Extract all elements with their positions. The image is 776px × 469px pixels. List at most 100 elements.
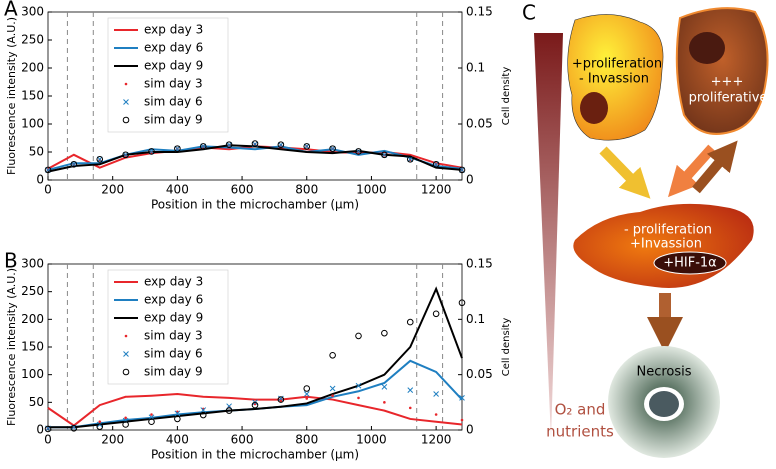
marker-circle: [303, 385, 311, 392]
marker-circle: [70, 425, 78, 432]
y2-tick-label: 0.1: [466, 312, 485, 326]
marker-dot: [357, 396, 360, 400]
marker-circle: [199, 143, 207, 150]
gradient-label: nutrients: [546, 423, 614, 441]
y-tick-label: 50: [29, 145, 44, 159]
legend-box: [107, 269, 229, 385]
legend-label: exp day 9: [144, 311, 203, 325]
y-tick-label: 100: [21, 367, 44, 381]
marker-circle: [406, 318, 414, 326]
marker-dot: [305, 397, 309, 400]
marker-circle: [70, 161, 78, 168]
marker-circle: [329, 145, 336, 152]
marker-dot: [124, 416, 127, 420]
y-tick-label: 0: [36, 423, 44, 437]
y2-tick-label: 0.05: [466, 367, 493, 381]
marker-circle: [225, 407, 233, 414]
legend-label: sim day 3: [144, 329, 203, 343]
arrow: [667, 144, 716, 198]
marker-dot: [124, 334, 128, 338]
y-tick-label: 50: [29, 395, 44, 409]
y-tick-label: 100: [21, 117, 44, 131]
y-tick-label: 300: [21, 257, 44, 271]
legend-label: exp day 9: [144, 59, 203, 73]
marker-x: [123, 351, 129, 357]
marker-dot: [124, 82, 128, 86]
marker-x: [303, 143, 310, 150]
cell-text: +HIF-1α: [663, 256, 717, 271]
marker-x: [381, 383, 388, 390]
x-tick-label: 400: [166, 433, 189, 447]
marker-x: [96, 156, 103, 163]
x-tick-label: 800: [295, 183, 318, 197]
marker-x: [200, 407, 207, 413]
marker-x: [45, 167, 51, 173]
marker-x: [123, 99, 129, 105]
y2-tick-label: 0.05: [466, 117, 493, 131]
y-tick-label: 250: [21, 33, 44, 47]
marker-circle: [355, 148, 362, 155]
x-tick-label: 1000: [356, 433, 387, 447]
marker-x: [381, 151, 388, 158]
legend-label: sim day 6: [144, 95, 203, 109]
marker-x: [226, 141, 232, 148]
marker-x: [329, 145, 336, 152]
marker-circle: [458, 166, 466, 174]
x-tick-label: 1000: [356, 183, 387, 197]
x-tick-label: 0: [44, 433, 52, 447]
marker-x: [174, 410, 181, 417]
x-tick-label: 400: [166, 183, 189, 197]
marker-dot: [150, 413, 153, 416]
marker-circle: [277, 396, 285, 403]
marker-x: [355, 382, 362, 389]
y-tick-label: 150: [21, 89, 44, 103]
gradient-triangle: [534, 33, 563, 440]
y2-tick-label: 0: [466, 173, 474, 187]
marker-x: [96, 421, 103, 428]
marker-circle: [381, 329, 388, 337]
marker-x: [459, 167, 465, 173]
marker-circle: [199, 411, 207, 419]
y2-axis-label: Cell density: [501, 67, 512, 126]
marker-circle: [251, 140, 259, 147]
marker-x: [200, 143, 207, 150]
x-tick-label: 1200: [421, 433, 452, 447]
marker-dot: [98, 420, 102, 424]
y2-tick-label: 0.15: [466, 257, 493, 271]
marker-dot: [383, 401, 386, 404]
marker-x: [433, 161, 439, 168]
y-tick-label: 150: [21, 340, 44, 354]
marker-x: [278, 141, 284, 148]
marker-circle: [277, 141, 285, 149]
marker-circle: [174, 145, 181, 152]
cell-text: proliferative: [689, 91, 768, 106]
y-tick-label: 200: [21, 312, 44, 326]
marker-x: [407, 156, 414, 163]
y-tick-label: 200: [21, 61, 44, 75]
series-line: [47, 145, 463, 171]
x-axis-label: Position in the microchamber (μm): [151, 448, 359, 462]
marker-x: [71, 161, 77, 168]
x-axis-label: Position in the microchamber (μm): [151, 198, 359, 212]
x-tick-label: 1200: [421, 183, 452, 197]
legend-label: sim day 9: [144, 113, 203, 127]
marker-circle: [122, 368, 130, 376]
series-line: [48, 286, 463, 429]
marker-x: [174, 145, 181, 152]
arrow: [599, 146, 651, 199]
cell-text: - proliferation: [624, 223, 712, 238]
marker-circle: [432, 310, 440, 318]
marker-circle: [174, 415, 181, 423]
nucleus: [653, 251, 727, 275]
cell-text: +proliferation: [572, 57, 662, 72]
x-tick-label: 800: [295, 433, 318, 447]
marker-circle: [122, 116, 130, 124]
marker-dot: [408, 406, 412, 410]
legend-label: exp day 6: [144, 293, 203, 307]
marker-dot: [460, 418, 464, 422]
series-line: [47, 393, 463, 427]
gradient-label: O₂ and: [555, 401, 606, 419]
legend-label: exp day 3: [144, 275, 203, 289]
marker-x: [433, 391, 439, 397]
marker-x: [122, 151, 129, 158]
